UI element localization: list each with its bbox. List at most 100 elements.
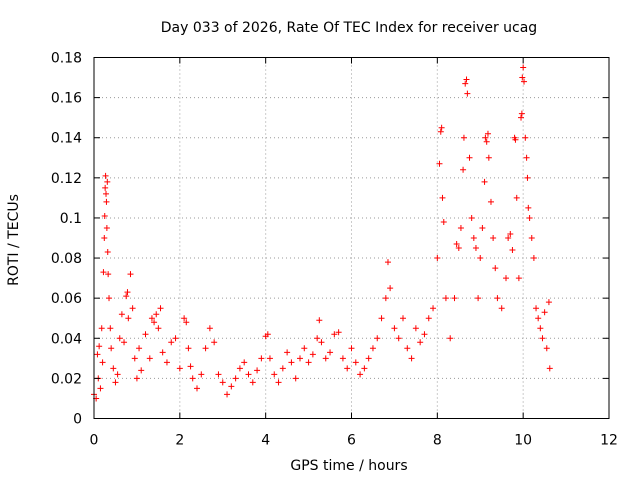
data-point [101,235,108,241]
data-point [318,339,325,346]
x-tick-label: 2 [175,433,184,449]
data-point [498,305,505,312]
data-point [520,64,527,71]
data-point [430,305,437,312]
chart-title: Day 033 of 2026, Rate Of TEC Index for r… [161,20,537,36]
data-point [400,315,406,322]
data-point [543,345,550,352]
data-point [442,295,449,302]
data-point [331,331,338,338]
data-point [181,315,188,322]
data-point [146,355,153,362]
data-point [121,339,128,346]
data-point [352,359,359,366]
data-point [249,379,256,386]
data-point [131,355,138,362]
data-point [395,335,402,342]
data-point [335,329,342,336]
data-point [475,295,482,302]
data-point [492,265,499,272]
data-point [245,371,252,378]
x-tick-label: 0 [90,433,99,449]
data-point [525,204,532,211]
data-point [391,325,398,332]
data-point [102,184,109,191]
data-point [464,90,471,97]
data-point [322,355,329,362]
data-point [470,235,477,241]
data-point [254,367,261,374]
data-point [494,295,501,302]
data-point [112,379,119,386]
data-point [521,78,528,85]
data-point [288,359,295,366]
data-point [114,371,121,378]
y-tick-label: 0.08 [51,251,82,267]
data-point [275,379,282,386]
data-point [101,212,108,219]
data-point [545,299,552,306]
y-tick-label: 0.02 [51,371,82,387]
data-point [437,128,444,135]
data-point [279,365,286,372]
data-point [219,379,226,386]
data-point [537,325,544,332]
data-point [301,345,308,352]
data-point [357,371,364,378]
data-point [97,385,104,392]
axis-ticks: 0 2 4 6 8 10 12 0 0.02 0.04 0.06 0.08 0.1 0.12 0.14 0.1… [51,51,618,449]
data-point [106,295,113,302]
data-point [523,154,530,161]
data-point [100,269,107,276]
data-point [484,130,491,137]
data-point [189,375,196,382]
data-point [148,315,155,322]
data-point [434,255,441,262]
y-tick-label: 0.1 [60,211,82,227]
data-point [477,255,484,262]
data-point [107,325,114,332]
data-point [157,305,164,312]
y-tick-label: 0.14 [51,131,82,147]
data-point [309,351,316,358]
data-point [369,345,376,352]
data-point [104,178,111,185]
data-point [365,355,372,362]
data-point [125,315,132,322]
data-point [185,345,192,352]
data-point [472,245,479,252]
data-point [519,74,526,81]
data-point [425,315,432,322]
data-point [453,241,460,248]
x-tick-label: 4 [261,433,270,449]
y-axis-label: ROTI / TECUs [6,194,22,286]
data-point [198,371,205,378]
data-point [215,371,222,378]
x-tick-label: 6 [347,433,356,449]
data-point [176,365,183,372]
data-point [439,194,446,201]
data-point [103,190,110,197]
data-point [421,331,428,338]
data-point [136,345,143,352]
data-point [142,331,149,338]
data-point [224,391,231,398]
data-point [118,311,125,318]
data-point [153,311,160,318]
data-point [466,154,473,161]
data-point [436,160,443,167]
data-point [292,375,299,382]
data-point [172,335,179,342]
data-point [236,365,243,372]
data-point [468,214,475,221]
y-tick-label: 0.12 [51,171,82,187]
data-point [457,224,464,231]
data-point [361,365,368,372]
data-point [297,355,303,362]
data-point [533,305,540,312]
data-point [258,355,265,362]
data-point [483,138,490,145]
x-tick-label: 8 [433,433,442,449]
data-point [339,355,346,362]
